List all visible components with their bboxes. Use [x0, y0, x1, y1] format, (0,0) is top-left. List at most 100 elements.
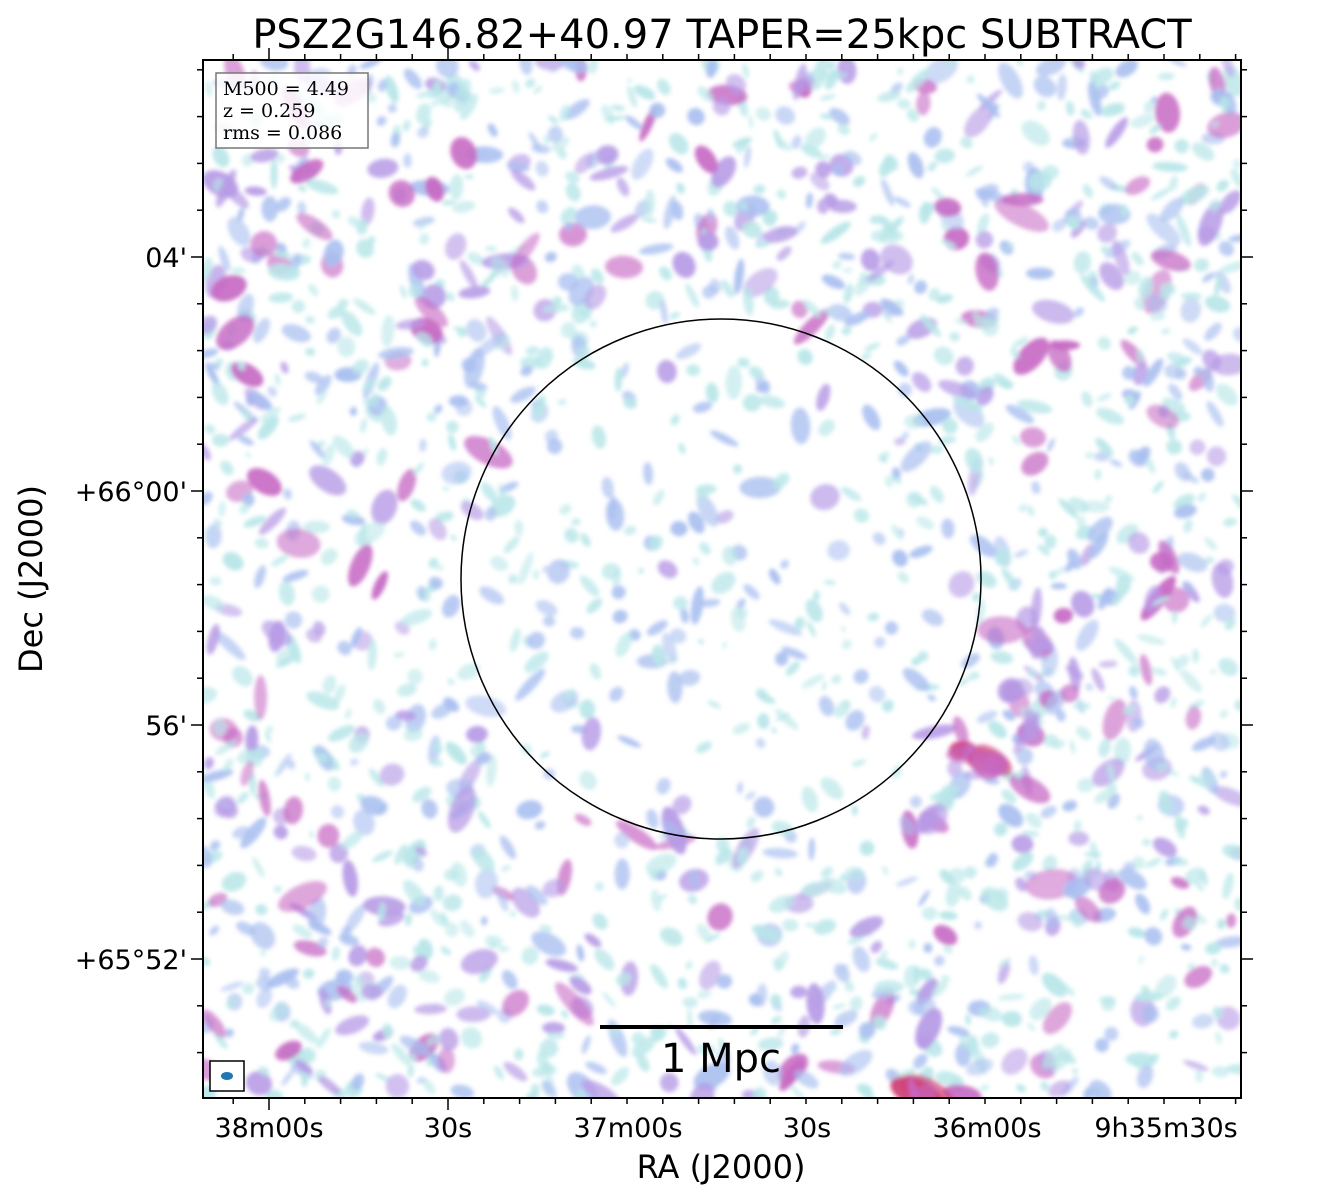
noise-blob — [416, 127, 429, 138]
noise-blob — [533, 394, 546, 420]
noise-blob — [1026, 505, 1035, 517]
noise-blob — [1197, 492, 1207, 502]
noise-blob — [614, 832, 630, 849]
noise-blob — [508, 574, 518, 584]
noise-blob — [270, 555, 289, 567]
noise-blob — [1105, 117, 1128, 148]
noise-blob — [1130, 113, 1155, 128]
noise-blob — [627, 85, 638, 108]
noise-blob — [698, 638, 704, 645]
noise-blob — [977, 213, 990, 235]
noise-blob — [821, 274, 846, 290]
y-tick-label-3: 56' — [145, 711, 187, 742]
noise-blob — [605, 498, 625, 531]
noise-blob — [639, 243, 674, 255]
noise-blob — [1146, 136, 1164, 153]
noise-blob — [859, 840, 875, 856]
noise-blob — [493, 1065, 504, 1080]
noise-blob — [363, 397, 379, 408]
noise-blob — [896, 335, 910, 346]
noise-blob — [253, 317, 271, 343]
noise-blob — [979, 1006, 1003, 1022]
noise-blob — [1215, 1031, 1222, 1045]
noise-blob — [852, 175, 866, 188]
noise-blob — [955, 356, 974, 376]
noise-blob — [1013, 549, 1029, 558]
noise-blob — [776, 246, 792, 261]
noise-blob — [1015, 877, 1028, 892]
noise-blob — [1109, 459, 1123, 467]
noise-blob — [275, 197, 291, 212]
noise-blob — [933, 197, 962, 217]
noise-blob — [1174, 368, 1187, 380]
noise-blob — [662, 632, 677, 663]
scale-bar: 1 Mpc — [600, 1025, 843, 1082]
noise-blob — [488, 87, 505, 94]
noise-blob — [519, 60, 533, 75]
noise-blob — [557, 273, 579, 292]
noise-blob — [1068, 831, 1089, 846]
noise-blob — [236, 293, 255, 322]
noise-blob — [584, 284, 607, 310]
noise-blob — [508, 207, 525, 224]
noise-blob — [705, 60, 718, 78]
noise-blob — [1211, 121, 1219, 128]
noise-blob — [908, 939, 916, 950]
noise-blob — [960, 137, 973, 149]
noise-blob — [500, 865, 511, 872]
noise-blob — [1136, 634, 1166, 645]
noise-blob — [616, 177, 630, 197]
noise-blob — [1012, 435, 1021, 446]
noise-blob — [725, 226, 740, 250]
noise-blob — [779, 1059, 804, 1091]
noise-blob — [1073, 702, 1091, 710]
noise-blob — [687, 1008, 693, 1031]
noise-blob — [525, 1090, 539, 1098]
noise-blob — [605, 255, 643, 279]
noise-blob — [921, 609, 944, 626]
noise-blob — [943, 60, 957, 67]
noise-blob — [511, 232, 540, 268]
noise-blob — [520, 743, 533, 755]
noise-blob — [895, 876, 919, 887]
noise-blob — [819, 94, 836, 101]
noise-blob — [471, 847, 495, 873]
noise-blob — [1073, 819, 1082, 832]
noise-blob — [1042, 1002, 1072, 1035]
noise-blob — [1098, 878, 1126, 904]
noise-blob — [397, 683, 417, 697]
noise-blob — [997, 961, 1011, 984]
noise-blob — [542, 615, 556, 627]
noise-blob — [1224, 617, 1236, 631]
noise-blob — [244, 186, 267, 196]
noise-blob — [732, 722, 751, 735]
noise-blob — [1076, 726, 1091, 741]
noise-blob — [514, 519, 524, 536]
noise-blob — [341, 925, 352, 940]
noise-blob — [801, 786, 819, 813]
noise-blob — [1219, 60, 1235, 78]
noise-blob — [976, 710, 998, 723]
noise-blob — [1166, 439, 1183, 455]
noise-blob — [915, 1008, 943, 1049]
noise-blob — [1017, 912, 1043, 932]
noise-blob — [408, 284, 422, 299]
noise-blob — [352, 359, 369, 375]
noise-blob — [920, 314, 942, 337]
noise-blob — [242, 982, 255, 995]
noise-blob — [1040, 805, 1057, 819]
noise-blob — [1219, 261, 1241, 274]
noise-blob — [441, 461, 472, 485]
noise-blob — [305, 772, 310, 782]
noise-blob — [416, 1076, 426, 1084]
noise-blob — [620, 362, 629, 379]
noise-blob — [816, 383, 831, 411]
noise-blob — [1160, 282, 1176, 296]
noise-blob — [860, 248, 881, 272]
chart-title: PSZ2G146.82+40.97 TAPER=25kpc SUBTRACT — [252, 12, 1192, 58]
noise-blob — [916, 91, 931, 116]
noise-blob — [305, 315, 315, 324]
noise-blob — [645, 853, 677, 876]
noise-blob — [791, 166, 808, 179]
noise-blob — [611, 1066, 630, 1086]
